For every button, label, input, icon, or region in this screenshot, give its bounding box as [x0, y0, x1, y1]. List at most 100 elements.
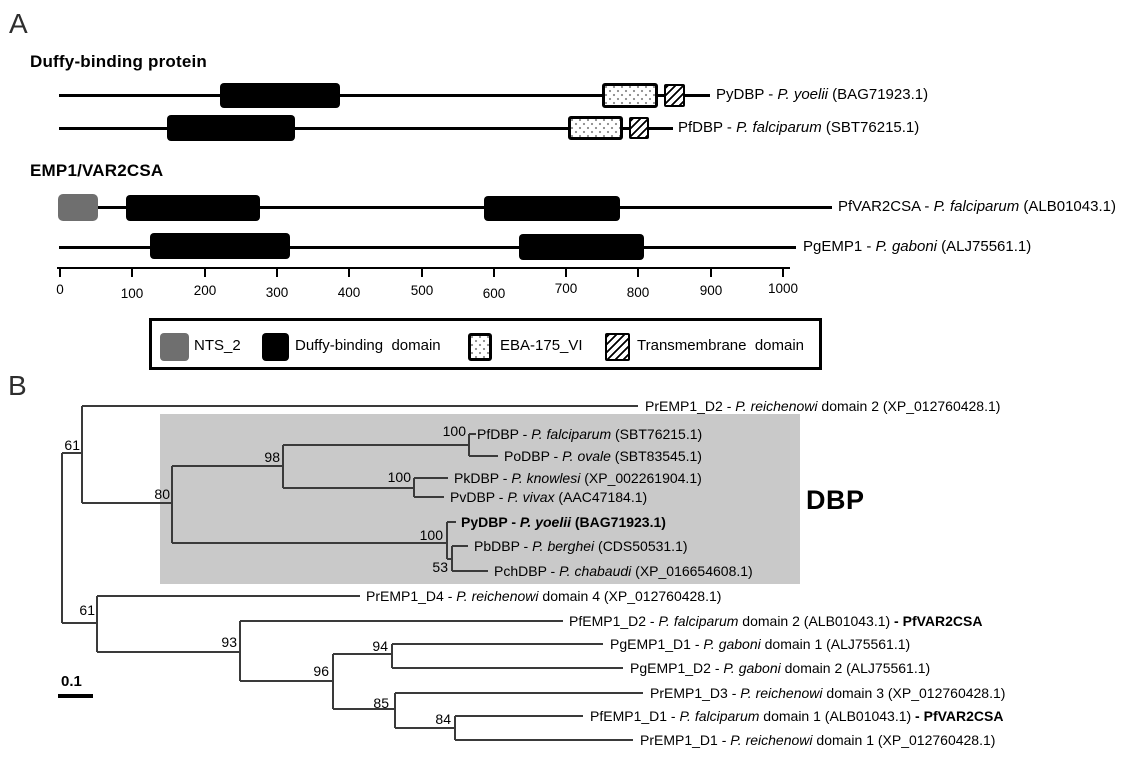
species-name: P. falciparum — [679, 708, 760, 724]
axis-tick — [59, 268, 61, 277]
tree-leaf-label: PrEMP1_D2 - P. reichenowi domain 2 (XP_0… — [645, 397, 1000, 415]
taxon-name: PfEMP1_D1 — [590, 708, 668, 724]
accession: domain 3 (XP_012760428.1) — [822, 685, 1006, 701]
protein-backbone-line — [58, 206, 832, 209]
bootstrap-value: 85 — [373, 695, 389, 711]
taxon-name: PrEMP1_D2 — [645, 398, 723, 414]
separator: - — [507, 514, 520, 530]
species-name: P. reichenowi — [456, 588, 539, 604]
separator: - — [862, 238, 876, 255]
accession: (SBT76215.1) — [611, 426, 703, 442]
tree-leaf-label: PfDBP - P. falciparum (SBT76215.1) — [477, 425, 702, 443]
accession: (SBT76215.1) — [821, 119, 920, 136]
separator: - — [722, 398, 736, 414]
species-name: P. falciparum — [531, 426, 612, 442]
tree-leaf-label-pydbp: PyDBP - P. yoelii (BAG71923.1) — [461, 513, 666, 531]
species-name: P. yoelii — [777, 86, 829, 103]
dbp-clade-highlight-box — [160, 414, 800, 584]
species-name: P. berghei — [532, 538, 595, 554]
axis-tick — [421, 268, 423, 277]
panel-a-label: A — [9, 8, 28, 39]
species-name: P. falciparum — [658, 613, 739, 629]
tree-leaf-label: PchDBP - P. chabaudi (XP_016654608.1) — [494, 562, 753, 580]
protein-backbone-line — [59, 127, 673, 130]
tree-leaf-label: PrEMP1_D3 - P. reichenowi domain 3 (XP_0… — [650, 684, 1005, 702]
axis-tick-label: 300 — [265, 285, 289, 300]
tree-leaf-label: PgEMP1_D2 - P. gaboni domain 2 (ALJ75561… — [630, 659, 930, 677]
axis-tick-label: 800 — [626, 285, 650, 300]
species-name: P. ovale — [562, 448, 611, 464]
scale-bar-label: 0.1 — [61, 673, 82, 690]
protein-backbone-line — [59, 246, 796, 249]
duffy-domain-box — [167, 115, 295, 141]
taxon-name: PchDBP — [494, 563, 547, 579]
species-name: P. vivax — [507, 489, 555, 505]
tm-domain-box — [629, 117, 649, 139]
axis-tick — [565, 268, 567, 277]
bootstrap-value: 84 — [435, 711, 451, 727]
axis-tick-label: 500 — [410, 283, 434, 298]
separator: - — [498, 470, 512, 486]
eba175-swatch-icon — [468, 333, 492, 361]
axis-tick — [204, 268, 206, 277]
tree-leaf-label: PbDBP - P. berghei (CDS50531.1) — [474, 537, 688, 555]
species-name: P. knowlesi — [511, 470, 581, 486]
section-title-emp1-var2csa: EMP1/VAR2CSA — [30, 161, 164, 180]
accession: (CDS50531.1) — [594, 538, 688, 554]
legend: NTS_2 Duffy-binding domain EBA-175_VI Tr… — [149, 318, 822, 370]
accession: (XP_016654608.1) — [631, 563, 753, 579]
bootstrap-value: 61 — [64, 437, 80, 453]
tree-leaf-label: PfEMP1_D1 - P. falciparum domain 1 (ALB0… — [590, 707, 1003, 725]
protein-label-pydbp: PyDBP - P. yoelii (BAG71923.1) — [716, 86, 928, 104]
tree-leaf-label: PoDBP - P. ovale (SBT83545.1) — [504, 447, 702, 465]
legend-label-nts2: NTS_2 — [194, 337, 241, 354]
species-name: P. reichenowi — [740, 685, 823, 701]
taxon-name: PvDBP — [450, 489, 495, 505]
species-name: P. gaboni — [723, 660, 781, 676]
axis-tick-label: 200 — [193, 283, 217, 298]
taxon-name: PgEMP1_D1 — [610, 636, 691, 652]
separator: - — [690, 636, 704, 652]
separator: - — [710, 660, 724, 676]
taxon-name: PyDBP — [461, 514, 508, 530]
species-name: P. gaboni — [875, 238, 937, 255]
axis-tick-label: 700 — [554, 281, 578, 296]
accession: (BAG71923.1) — [828, 86, 929, 103]
protein-name: PfVAR2CSA — [838, 198, 921, 215]
protein-backbone-line — [59, 94, 710, 97]
bootstrap-value: 98 — [264, 449, 280, 465]
separator: - — [667, 708, 680, 724]
species-name: P. falciparum — [933, 198, 1020, 215]
dbp-clade-label: DBP — [806, 485, 865, 515]
taxon-name: PkDBP — [454, 470, 499, 486]
separator: - — [717, 732, 731, 748]
species-name: P. reichenowi — [730, 732, 813, 748]
eba175-domain-box — [602, 83, 658, 108]
tree-leaf-label: PfEMP1_D2 - P. falciparum domain 2 (ALB0… — [569, 612, 982, 630]
tree-leaf-label: PrEMP1_D1 - P. reichenowi domain 1 (XP_0… — [640, 731, 995, 749]
duffy-domain-box — [126, 195, 260, 221]
protein-label-pgemp1: PgEMP1 - P. gaboni (ALJ75561.1) — [803, 238, 1031, 256]
taxon-name: PoDBP — [504, 448, 550, 464]
legend-label-duffy: Duffy-binding domain — [295, 337, 441, 354]
section-title-duffy-binding-protein: Duffy-binding protein — [30, 52, 207, 71]
axis-tick — [637, 268, 639, 277]
protein-label-pfdbp: PfDBP - P. falciparum (SBT76215.1) — [678, 119, 919, 137]
duffy-domain-box — [484, 196, 620, 221]
separator: - — [646, 613, 659, 629]
protein-name: PgEMP1 — [803, 238, 863, 255]
tm-domain-box — [664, 84, 685, 107]
axis-tick-label: 900 — [699, 283, 723, 298]
separator: - — [727, 685, 741, 701]
species-name: P. yoelii — [519, 514, 571, 530]
protein-name: PyDBP — [716, 86, 765, 103]
taxon-name: PfDBP — [477, 426, 519, 442]
separator: - — [443, 588, 457, 604]
accession: (ALJ75561.1) — [937, 238, 1032, 255]
axis-tick-label: 100 — [120, 286, 144, 301]
axis-tick — [131, 268, 133, 277]
bootstrap-value: 94 — [372, 638, 388, 654]
taxon-name: PrEMP1_D3 — [650, 685, 728, 701]
